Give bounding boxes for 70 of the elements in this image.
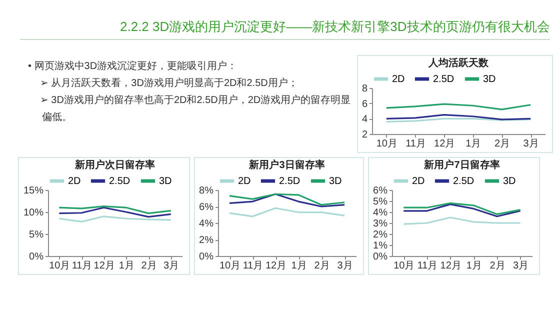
y-tick-label: 8% [199,186,214,196]
legend-label: 3D [329,176,342,187]
y-tick-label: 6% [199,202,214,213]
x-tick-label: 12月 [434,138,456,150]
legend-label: 3D [483,74,496,85]
legend-label: 3D [159,176,172,187]
chart-title: 新用户3日留存率 [248,159,325,171]
x-tick-label: 10月 [219,260,241,272]
y-tick-label: 5% [29,230,44,240]
x-tick-label: 2月 [490,260,506,272]
y-tick-label: 10% [23,208,44,218]
y-tick-label: 0% [29,252,44,262]
legend-label: 2D [68,176,81,187]
y-tick-label: 15% [23,186,44,196]
y-tick-label: 1% [373,240,388,252]
x-tick-label: 2月 [494,138,510,150]
x-tick-label: 11月 [242,260,264,272]
x-tick-label: 11月 [417,260,438,272]
x-tick-label: 12月 [440,260,462,272]
legend-label: 2D [238,176,251,187]
x-tick-label: 12月 [265,260,287,272]
y-tick-label: 6% [373,186,388,196]
y-tick-label: 0% [373,252,388,262]
line-series [402,216,522,225]
line-series [402,202,522,215]
line-series [228,207,346,218]
legend-label: 2D [412,176,425,187]
x-tick-label: 11月 [406,138,426,150]
x-tick-label: 10月 [376,138,398,150]
text: ➢ 3D游戏用户的留存率也高于2D和2.5D用户，2D游戏用户的留存明显偏低。 [39,94,352,125]
legend-label: 2.5D [433,74,454,85]
legend-label: 2.5D [109,176,130,187]
legend-label: 3D [503,176,516,187]
chart-title: 新用户次日留存率 [74,159,155,171]
x-tick-label: 2月 [314,260,330,272]
x-tick-label: 10月 [49,260,70,272]
y-tick-label: 8 [362,84,368,94]
y-tick-label: 2 [362,130,368,140]
x-tick-label: 1月 [291,260,307,272]
y-tick-label: 5% [373,196,388,208]
text: ➢ 从月活跃天数看，3D游戏用户明显高于2D和2.5D用户； [39,76,299,91]
x-tick-label: 1月 [118,260,134,272]
x-tick-label: 1月 [466,138,482,150]
line-series [58,206,172,218]
y-tick-label: 2% [199,235,214,246]
text: • 网页游戏中3D游戏沉淀更好，更能吸引用户： [28,60,238,74]
y-tick-label: 0% [199,252,214,262]
y-tick-label: 4% [373,208,388,218]
x-tick-label: 3月 [523,138,539,150]
chart-title: 新用户7日留存率 [423,159,500,171]
y-tick-label: 2% [373,230,388,240]
y-tick-label: 4 [362,114,368,126]
x-tick-label: 12月 [94,260,115,272]
line-series [58,205,172,214]
x-tick-label: 1月 [466,260,482,272]
chart-title: 人均活跃天数 [428,57,490,69]
x-tick-label: 3月 [337,260,353,272]
x-tick-label: 11月 [72,260,92,272]
legend-label: 2D [392,74,405,85]
y-tick-label: 6 [362,98,368,110]
x-tick-label: 2月 [141,260,157,272]
line-series [402,204,522,218]
y-tick-label: 4% [199,218,214,230]
x-tick-label: 3月 [513,260,529,272]
legend-label: 2.5D [453,176,474,187]
x-tick-label: 10月 [394,260,415,272]
legend-label: 2.5D [279,176,300,187]
text: 2.2.2 3D游戏的用户沉淀更好——新技术新引擎3D技术的页游仍有很大机会 [120,18,550,36]
x-tick-label: 3月 [164,260,180,272]
y-tick-label: 3% [373,218,388,230]
